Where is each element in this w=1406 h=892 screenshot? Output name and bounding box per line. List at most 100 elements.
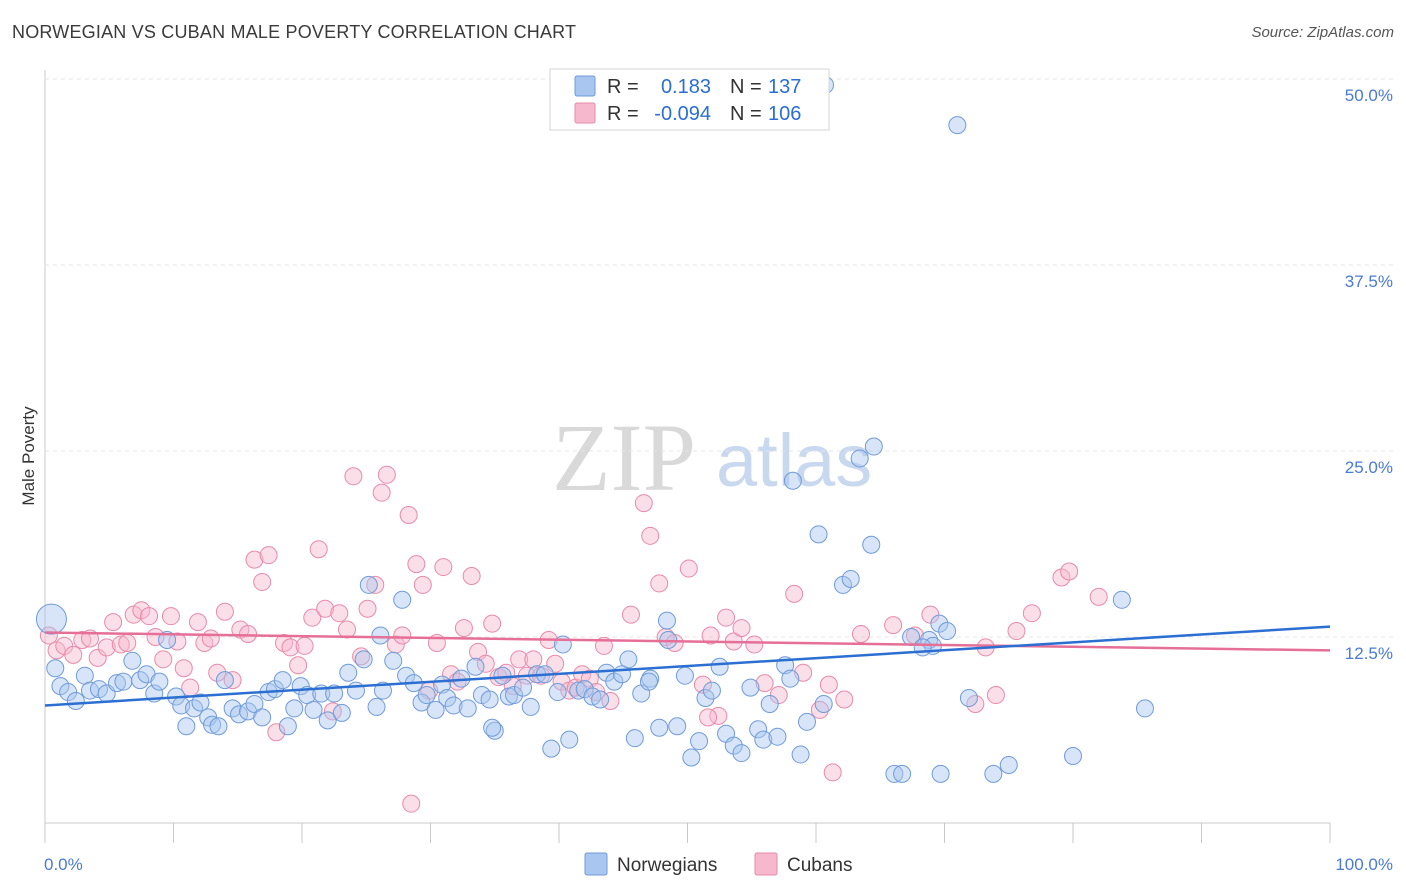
- cuban-point: [399, 505, 418, 524]
- norwegian-point: [1135, 699, 1154, 718]
- norwegian-point: [123, 651, 142, 670]
- cuban-point: [717, 608, 736, 627]
- cuban-point: [483, 614, 502, 633]
- watermark: ZIP atlas: [552, 404, 872, 511]
- cuban-point: [699, 708, 718, 727]
- y-tick-label: 12.5%: [1345, 644, 1393, 663]
- norwegian-point: [885, 764, 904, 783]
- norwegian-point: [417, 686, 436, 705]
- y-axis-title: Male Poverty: [19, 406, 38, 506]
- norwegian-point: [696, 689, 715, 708]
- norwegian-point: [444, 696, 463, 715]
- norwegian-point: [791, 745, 810, 764]
- legend-r-value-2: -0.094: [654, 103, 711, 125]
- norwegian-point: [359, 575, 378, 594]
- cuban-point: [259, 546, 278, 565]
- norwegian-point: [367, 697, 386, 716]
- cuban-point: [245, 550, 264, 569]
- norwegian-point: [690, 732, 709, 751]
- cuban-point: [39, 626, 58, 645]
- cuban-point: [693, 675, 712, 694]
- cuban-point: [372, 483, 391, 502]
- cuban-point: [97, 638, 116, 657]
- cuban-point: [111, 635, 130, 654]
- norwegian-point: [318, 711, 337, 730]
- cuban-point: [118, 633, 137, 652]
- cuban-point: [732, 619, 751, 638]
- norwegian-point: [619, 650, 638, 669]
- cuban-point: [650, 574, 669, 593]
- watermark-zip: ZIP: [552, 404, 696, 511]
- cuban-point: [986, 686, 1005, 705]
- norwegian-point: [754, 730, 773, 749]
- norwegian-point: [177, 717, 196, 736]
- cuban-point: [344, 467, 363, 486]
- norwegian-point: [724, 736, 743, 755]
- cuban-point: [1022, 604, 1041, 623]
- legend-n-label-1: N =: [730, 76, 762, 98]
- norwegian-point: [732, 744, 751, 763]
- cuban-point: [208, 663, 227, 682]
- norwegians-trend-line: [44, 625, 1331, 707]
- norwegian-point: [948, 116, 967, 135]
- y-tick-labels: 12.5% 25.0% 37.5% 50.0%: [1345, 86, 1393, 663]
- bottom-legend-swatch-cubans: [754, 852, 778, 876]
- cuban-point: [835, 690, 854, 709]
- norwegian-point: [641, 669, 660, 688]
- cuban-point: [358, 599, 377, 618]
- norwegian-point: [591, 690, 610, 709]
- bottom-legend-label-cubans: Cubans: [787, 855, 853, 876]
- legend-box: [549, 68, 830, 131]
- norwegian-point: [781, 669, 800, 688]
- norwegian-point: [393, 590, 412, 609]
- cuban-point: [73, 630, 92, 649]
- norwegian-point: [768, 727, 787, 746]
- norwegian-point: [339, 663, 358, 682]
- cuban-point: [146, 628, 165, 646]
- norwegian-point: [814, 694, 833, 713]
- norwegian-point: [864, 437, 883, 456]
- y-tick-label: 50.0%: [1345, 86, 1393, 105]
- norwegian-point: [354, 650, 373, 669]
- cuban-point: [785, 584, 804, 603]
- y-tick-label: 25.0%: [1345, 458, 1393, 477]
- norwegian-point: [485, 721, 504, 740]
- norwegian-point: [483, 718, 502, 737]
- norwegian-point: [215, 671, 234, 690]
- norwegian-point: [209, 717, 228, 736]
- x-tick-label-max: 100.0%: [1335, 855, 1393, 874]
- cuban-point: [413, 575, 432, 594]
- cuban-point: [215, 602, 234, 621]
- norwegian-point: [466, 657, 485, 676]
- cubans-points: [39, 465, 1108, 813]
- norwegian-point: [304, 700, 323, 719]
- cuban-point: [267, 723, 286, 742]
- source-label: Source: ZipAtlas.com: [1251, 24, 1394, 41]
- cuban-point: [851, 625, 870, 644]
- norwegian-point: [458, 699, 477, 718]
- norwegian-point: [650, 718, 669, 737]
- norwegian-point: [505, 686, 524, 705]
- norwegian-point: [605, 672, 624, 691]
- legend-n-value-1: 137: [768, 76, 801, 98]
- norwegian-point: [480, 690, 499, 709]
- norwegian-point: [245, 694, 264, 713]
- norwegian-point: [107, 674, 126, 693]
- x-tick-label-min: 0.0%: [44, 855, 83, 874]
- cuban-point: [352, 647, 371, 666]
- legend-r-value-1: 0.183: [661, 76, 711, 98]
- norwegian-point: [930, 614, 949, 633]
- norwegian-point: [798, 712, 817, 731]
- norwegian-point: [548, 683, 567, 702]
- norwegian-point: [253, 708, 272, 727]
- cuban-point: [510, 650, 529, 669]
- norwegian-point: [702, 681, 721, 700]
- norwegian-point: [371, 626, 390, 645]
- norwegian-point: [35, 603, 67, 635]
- legend-r-label-2: R =: [607, 103, 639, 125]
- cuban-point: [104, 613, 123, 632]
- norwegian-point: [285, 699, 304, 718]
- norwegian-point: [325, 684, 344, 703]
- cuban-point: [309, 540, 328, 559]
